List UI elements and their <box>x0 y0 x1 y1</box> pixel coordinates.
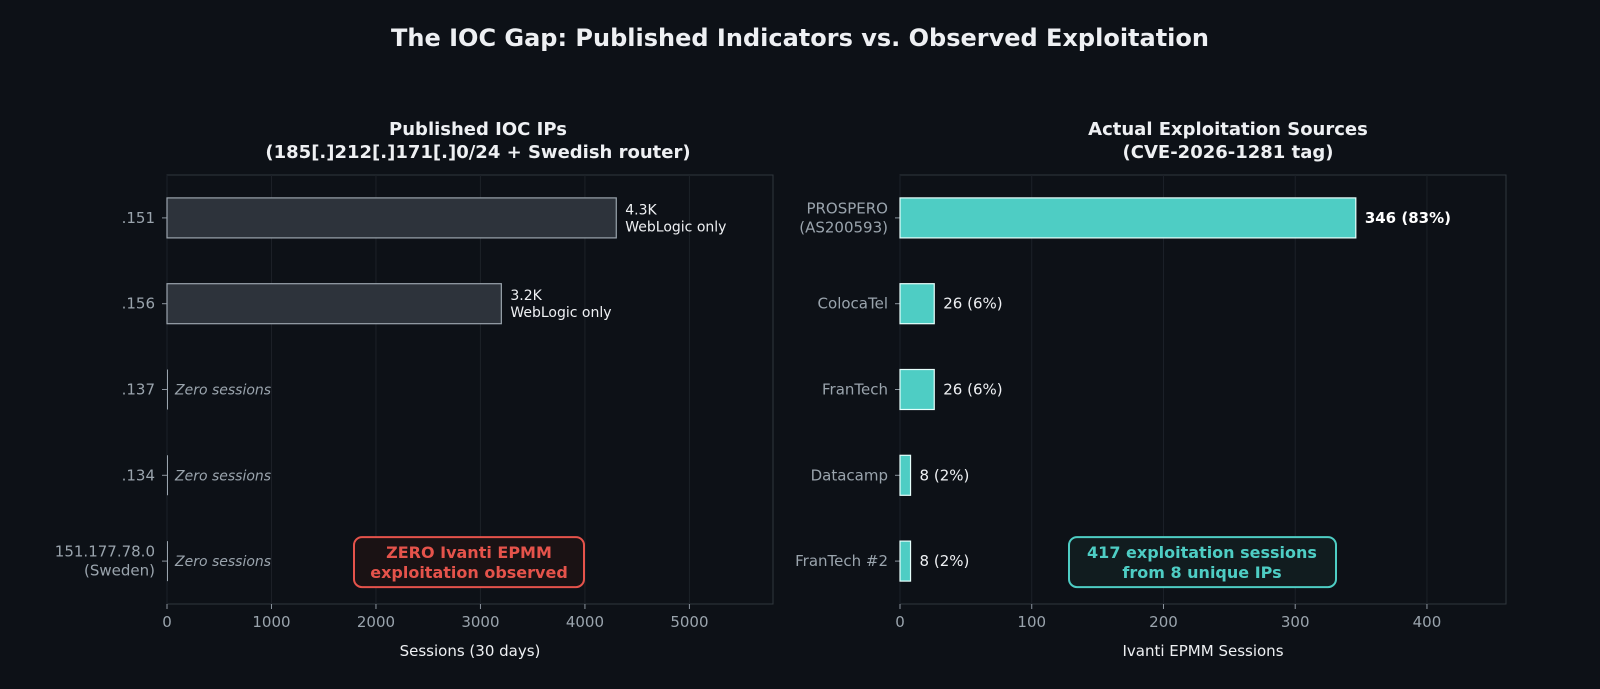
panel-1-bar-value-label: Zero sessions <box>174 554 271 570</box>
panel-1-x-tick-label: 0 <box>162 613 172 631</box>
panel-2-x-tick-label: 400 <box>1413 613 1442 631</box>
panel-1-bar-value-label: Zero sessions <box>174 383 271 399</box>
panel-1-category-label: 151.177.78.0 (Sweden) <box>55 543 155 580</box>
panel-2-x-tick-label: 100 <box>1017 613 1046 631</box>
panel-1-category-label: .137 <box>122 381 155 399</box>
panel-1-category-label: .151 <box>122 209 155 227</box>
panel-1-title-line-1: Published IOC IPs <box>389 119 567 140</box>
panel-1-x-tick-label: 2000 <box>357 613 395 631</box>
panel-1-x-tick-label: 3000 <box>461 613 499 631</box>
panel-2-x-tick-label: 0 <box>895 613 905 631</box>
panel-2-category-label: ColocaTel <box>818 295 888 313</box>
panel-2-annotation-box <box>1068 536 1337 589</box>
panel-2-title: Actual Exploitation Sources (CVE-2026-12… <box>918 118 1538 164</box>
panel-1-x-axis-label: Sessions (30 days) <box>400 642 541 660</box>
panel-2-bar <box>899 454 912 496</box>
panel-2-category-label: FranTech <box>822 381 888 399</box>
panel-1-x-tick-label: 5000 <box>670 613 708 631</box>
panel-2-x-axis-label: Ivanti EPMM Sessions <box>1122 642 1283 660</box>
panel-1-bar-value-label: 3.2K WebLogic only <box>510 288 611 321</box>
panel-1-annotation-box <box>353 536 585 589</box>
chart-suptitle: The IOC Gap: Published Indicators vs. Ob… <box>391 24 1209 52</box>
panel-2-bar-value-label: 8 (2%) <box>920 466 970 484</box>
panel-2-bar <box>899 283 935 325</box>
panel-2-bar-value-label: 346 (83%) <box>1365 209 1451 227</box>
panel-1-bar-value-label: 4.3K WebLogic only <box>625 202 726 235</box>
panel-2-bar-value-label: 26 (6%) <box>943 295 1002 313</box>
panel-2-bar-value-label: 26 (6%) <box>943 381 1002 399</box>
panel-1-bar <box>166 283 502 325</box>
panel-2-bar-value-label: 8 (2%) <box>920 552 970 570</box>
panel-1-annotation-text: ZERO Ivanti EPMM exploitation observed <box>370 543 568 582</box>
panel-2-title-line-2: (CVE-2026-1281 tag) <box>1122 142 1334 163</box>
panel-1-x-tick-label: 4000 <box>566 613 604 631</box>
panel-2-title-line-1: Actual Exploitation Sources <box>1088 119 1368 140</box>
panel-1-title-line-2: (185[.]212[.]171[.]0/24 + Swedish router… <box>265 142 691 163</box>
panel-1-category-label: .156 <box>122 295 155 313</box>
panel-2-bar <box>899 197 1357 239</box>
panel-2-bar <box>899 540 912 582</box>
panel-2-category-label: PROSPERO (AS200593) <box>799 199 888 236</box>
panel-1-bar <box>166 197 617 239</box>
panel-2-category-label: Datacamp <box>811 466 888 484</box>
panel-2-x-tick-label: 200 <box>1149 613 1178 631</box>
panel-1-bar-value-label: Zero sessions <box>174 468 271 484</box>
panel-2-bar <box>899 368 935 411</box>
panel-1-x-tick-label: 1000 <box>252 613 290 631</box>
panel-1-title: Published IOC IPs (185[.]212[.]171[.]0/2… <box>168 118 788 164</box>
panel-1-category-label: .134 <box>122 466 155 484</box>
panel-2-category-label: FranTech #2 <box>795 552 888 570</box>
panel-2-annotation-text: 417 exploitation sessions from 8 unique I… <box>1087 543 1317 582</box>
panel-2-x-tick-label: 300 <box>1281 613 1310 631</box>
